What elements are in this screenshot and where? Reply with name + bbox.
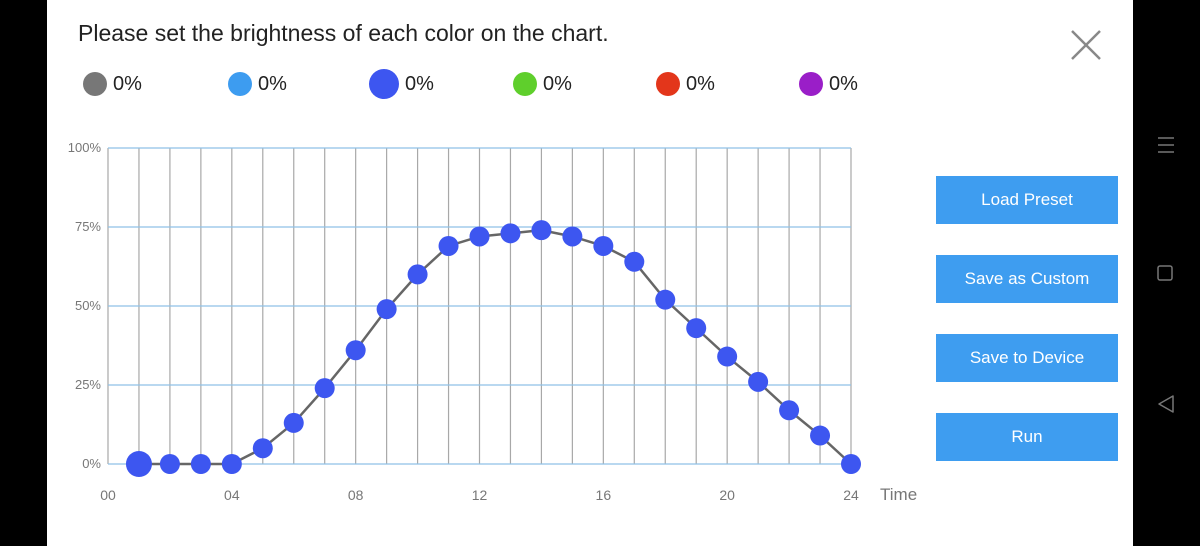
data-point[interactable]: [748, 371, 769, 392]
legend-item-2[interactable]: 0%: [369, 69, 434, 99]
color-dot-icon[interactable]: [228, 72, 252, 96]
legend-item-1[interactable]: 0%: [228, 70, 287, 98]
brightness-dialog: Please set the brightness of each color …: [47, 0, 1133, 546]
data-point[interactable]: [376, 299, 397, 320]
x-tick-label: 08: [348, 487, 364, 503]
data-point[interactable]: [779, 400, 800, 421]
data-point[interactable]: [686, 318, 707, 339]
data-point[interactable]: [407, 264, 428, 285]
load-preset-button[interactable]: Load Preset: [936, 176, 1118, 224]
data-point[interactable]: [655, 289, 676, 310]
y-tick-label: 0%: [82, 456, 101, 471]
x-tick-label: 04: [224, 487, 240, 503]
data-point[interactable]: [562, 226, 583, 247]
x-tick-label: 20: [719, 487, 735, 503]
legend-item-4[interactable]: 0%: [656, 70, 715, 98]
dialog-title: Please set the brightness of each color …: [78, 20, 609, 46]
color-dot-icon[interactable]: [656, 72, 680, 96]
back-icon[interactable]: [1157, 394, 1175, 414]
legend-value: 0%: [686, 72, 715, 95]
menu-icon[interactable]: [1157, 135, 1175, 155]
save-as-custom-button[interactable]: Save as Custom: [936, 255, 1118, 303]
data-point[interactable]: [531, 220, 552, 241]
data-point[interactable]: [125, 451, 152, 477]
legend-value: 0%: [113, 72, 142, 95]
data-point[interactable]: [469, 226, 490, 247]
legend-value: 0%: [258, 72, 287, 95]
y-tick-label: 75%: [75, 219, 101, 234]
data-point[interactable]: [252, 438, 273, 459]
home-icon[interactable]: [1157, 265, 1173, 281]
legend-item-0[interactable]: 0%: [83, 70, 142, 98]
data-point[interactable]: [593, 235, 614, 256]
x-tick-label: 24: [843, 487, 859, 503]
data-point[interactable]: [500, 223, 521, 244]
close-icon[interactable]: [1069, 28, 1103, 62]
x-tick-label: 16: [596, 487, 612, 503]
data-point[interactable]: [717, 346, 738, 367]
brightness-chart[interactable]: 100% 75% 50% 25% 0% 00 04 08 12 16 20 24 Time: [47, 0, 947, 520]
data-point[interactable]: [841, 454, 861, 474]
x-tick-label: 12: [472, 487, 488, 503]
run-button[interactable]: Run: [936, 413, 1118, 461]
legend-value: 0%: [405, 72, 434, 95]
data-point[interactable]: [283, 412, 304, 433]
legend-value: 0%: [543, 72, 572, 95]
data-point[interactable]: [810, 425, 831, 446]
y-tick-label: 50%: [75, 298, 101, 313]
system-nav-bar: [1133, 0, 1200, 546]
x-axis-title: Time: [880, 485, 917, 504]
series-line: [138, 228, 852, 466]
color-dot-icon[interactable]: [799, 72, 823, 96]
legend-item-3[interactable]: 0%: [513, 70, 572, 98]
data-point[interactable]: [438, 235, 459, 256]
x-tick-label: 00: [100, 487, 116, 503]
y-tick-label: 25%: [75, 377, 101, 392]
data-point[interactable]: [624, 251, 645, 272]
y-tick-label: 100%: [68, 140, 102, 155]
data-point[interactable]: [221, 454, 242, 474]
legend-item-5[interactable]: 0%: [799, 70, 858, 98]
data-point[interactable]: [314, 378, 335, 399]
color-dot-icon[interactable]: [369, 69, 399, 99]
color-dot-icon[interactable]: [83, 72, 107, 96]
data-point[interactable]: [190, 454, 211, 474]
data-point[interactable]: [345, 340, 366, 361]
data-point[interactable]: [159, 454, 180, 474]
save-to-device-button[interactable]: Save to Device: [936, 334, 1118, 382]
legend-value: 0%: [829, 72, 858, 95]
color-dot-icon[interactable]: [513, 72, 537, 96]
